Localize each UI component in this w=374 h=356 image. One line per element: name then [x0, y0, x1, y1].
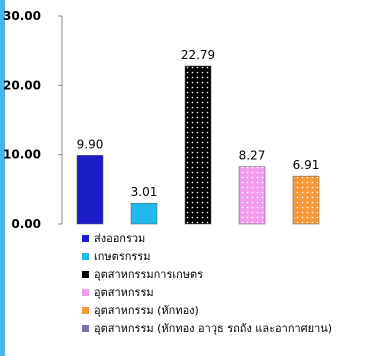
legend-swatch — [82, 270, 89, 278]
legend-label: ส่งออกรวม — [94, 232, 146, 245]
legend-label: อุตสาหกรรมการเกษตร — [94, 268, 204, 281]
left-accent-stripe — [0, 0, 5, 356]
legend-item: อุตสาหกรรม (หักทอง อาวุธ รถถัง และอากาศย… — [82, 319, 332, 337]
bars — [76, 65, 320, 225]
legend-swatch — [82, 288, 89, 296]
legend-item: ส่งออกรวม — [82, 229, 332, 247]
legend-label: เกษตรกรรม — [94, 250, 151, 263]
bar-pattern — [185, 65, 211, 224]
legend-label: อุตสาหกรรม — [94, 286, 154, 299]
y-tick-label: 10.00 — [3, 148, 41, 162]
legend-item: เกษตรกรรม — [82, 247, 332, 265]
bar — [76, 155, 104, 225]
data-label: 9.90 — [77, 137, 104, 151]
y-tick-label: 30.00 — [3, 9, 41, 23]
y-tick-label: 20.00 — [3, 78, 41, 92]
legend-item: อุตสาหกรรม — [82, 283, 332, 301]
legend-item: อุตสาหกรรม (หักทอง) — [82, 301, 332, 319]
legend: ส่งออกรวมเกษตรกรรมอุตสาหกรรมการเกษตรอุตส… — [82, 229, 332, 337]
bar-pattern — [293, 176, 319, 224]
bar-chart: 0.00 10.00 20.00 30.00 9.90 3.01 22.79 8.27 6.9… — [3, 9, 320, 230]
bar — [130, 202, 158, 225]
legend-label: อุตสาหกรรม (หักทอง อาวุธ รถถัง และอากาศย… — [94, 322, 333, 335]
data-label: 8.27 — [239, 149, 266, 163]
bar-pattern — [239, 166, 265, 224]
y-tick-label: 0.00 — [11, 217, 41, 230]
data-label: 6.91 — [293, 158, 320, 172]
legend-swatch — [82, 306, 89, 314]
legend-swatch — [82, 324, 89, 332]
data-label: 22.79 — [181, 48, 215, 62]
data-label: 3.01 — [131, 185, 158, 199]
legend-label: อุตสาหกรรม (หักทอง) — [94, 304, 199, 317]
y-axis: 0.00 10.00 20.00 30.00 — [3, 9, 63, 230]
legend-swatch — [82, 234, 89, 242]
legend-item: อุตสาหกรรมการเกษตร — [82, 265, 332, 283]
legend-swatch — [82, 252, 89, 260]
data-labels: 9.90 3.01 22.79 8.27 6.91 — [77, 48, 320, 199]
